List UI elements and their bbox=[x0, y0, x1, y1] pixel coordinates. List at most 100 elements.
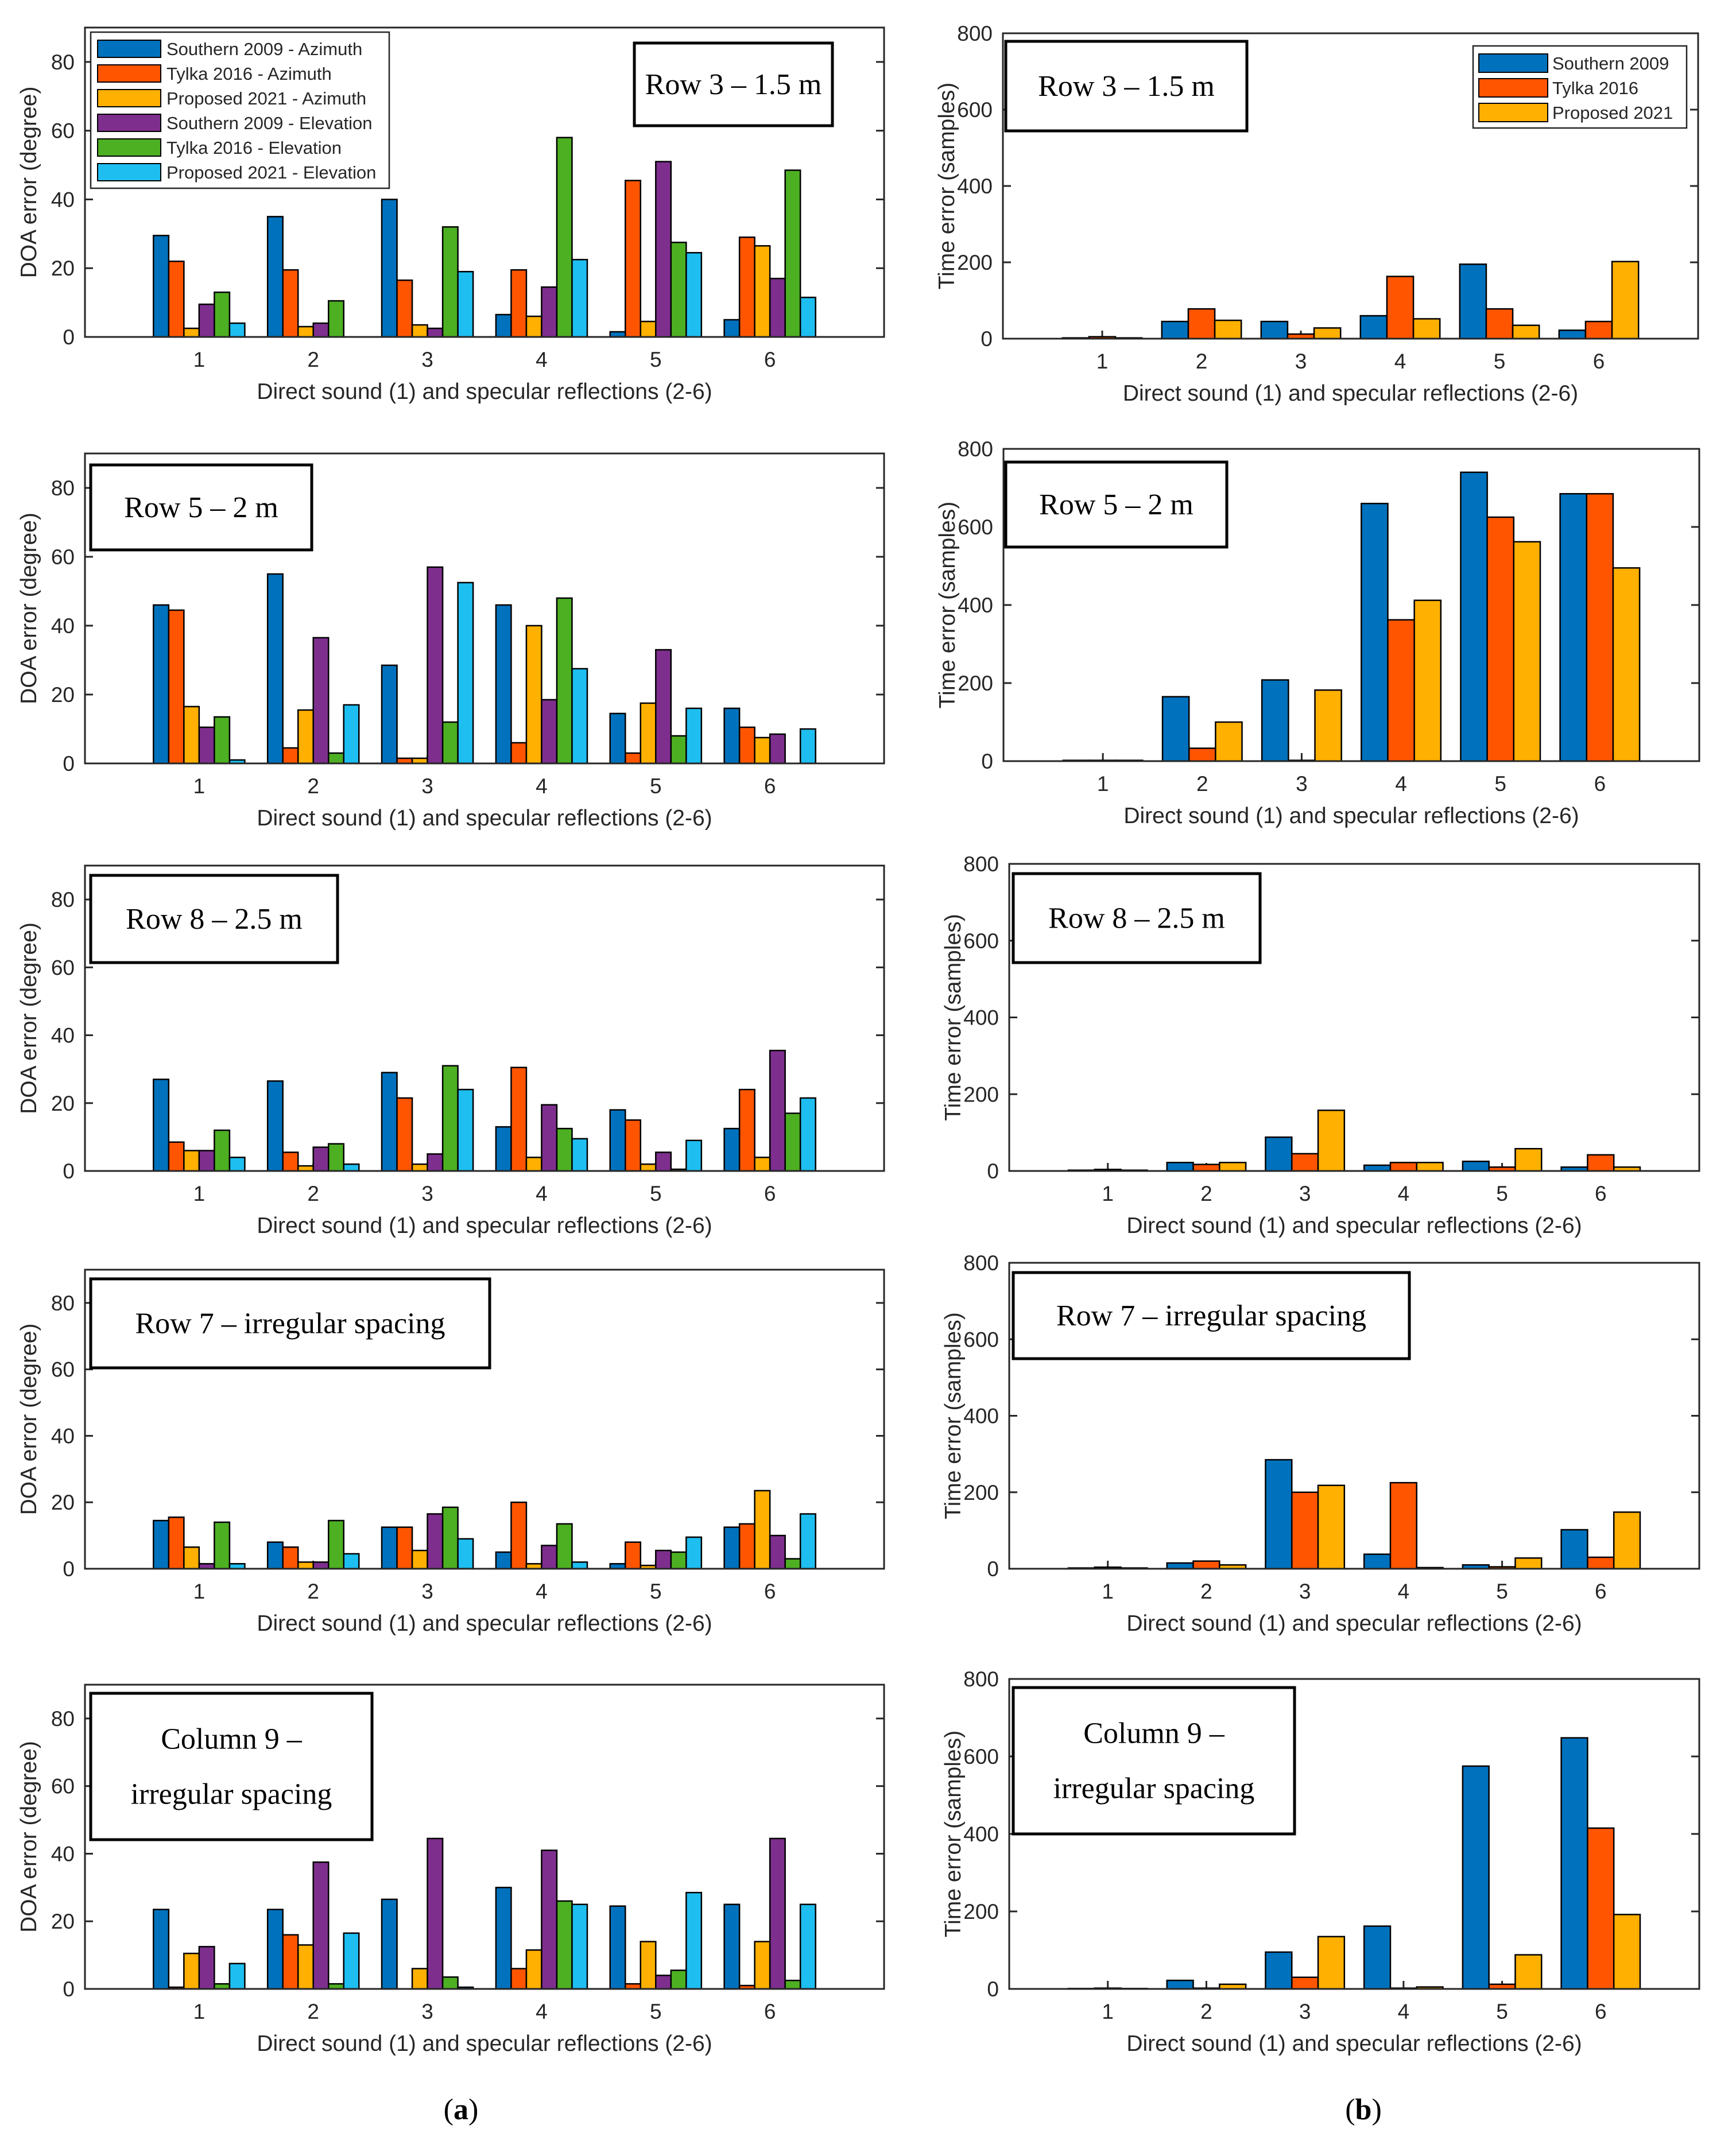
bar-southern-2009-azimuth-6 bbox=[723, 1127, 741, 1172]
bar-tylka-2016-azimuth-4 bbox=[510, 1501, 528, 1570]
bar-southern-2009-elevation-6 bbox=[769, 277, 786, 338]
bar-tylka-2016-azimuth-1 bbox=[168, 1141, 185, 1172]
bar-tylka-2016-6 bbox=[1587, 1827, 1615, 1990]
x-tick-label: 4 bbox=[1394, 350, 1406, 373]
bar-tylka-2016-5 bbox=[1485, 308, 1514, 340]
bar-southern-2009-azimuth-2 bbox=[266, 573, 284, 765]
bar-southern-2009-elevation-3 bbox=[427, 327, 444, 338]
x-tick-label: 2 bbox=[1200, 1182, 1212, 1205]
chart-a-row5: 0 20 40 60 80 1 2 3 4 5 6 Direct sound (1) and spec… bbox=[17, 452, 885, 831]
bar-tylka-2016-elevation-4 bbox=[556, 1127, 573, 1172]
x-tick-label: 2 bbox=[1196, 350, 1208, 373]
chart-title-line: Column 9 – bbox=[1083, 1717, 1225, 1750]
legend-box bbox=[90, 31, 390, 189]
bar-tylka-2016-2 bbox=[1192, 1560, 1220, 1570]
bar-proposed-2021-azimuth-3 bbox=[411, 1163, 428, 1172]
bar-southern-2009-elevation-6 bbox=[769, 1049, 786, 1172]
legend-entry: Proposed 2021 bbox=[1552, 103, 1673, 123]
x-tick-label: 2 bbox=[1200, 2000, 1212, 2023]
bar-proposed-2021-elevation-1 bbox=[228, 1963, 246, 1990]
x-tick-label: 5 bbox=[1494, 350, 1506, 373]
x-tick-label: 1 bbox=[1102, 1182, 1114, 1205]
bar-tylka-2016-azimuth-4 bbox=[510, 1066, 528, 1172]
bar-southern-2009-azimuth-4 bbox=[495, 1887, 512, 1990]
bar-southern-2009-elevation-2 bbox=[312, 1561, 330, 1570]
bar-tylka-2016-elevation-5 bbox=[670, 1551, 687, 1570]
bar-proposed-2021-2 bbox=[1219, 1162, 1247, 1172]
bar-tylka-2016-elevation-6 bbox=[784, 1558, 801, 1570]
y-tick-label: 40 bbox=[51, 1424, 75, 1448]
bar-tylka-2016-4 bbox=[1389, 1481, 1418, 1570]
bar-tylka-2016-elevation-5 bbox=[670, 242, 687, 338]
bar-proposed-2021-azimuth-3 bbox=[411, 1549, 428, 1570]
x-tick-label: 1 bbox=[193, 348, 206, 371]
bar-tylka-2016-azimuth-1 bbox=[168, 260, 185, 338]
y-tick-label: 600 bbox=[958, 515, 993, 539]
bar-southern-2009-elevation-4 bbox=[541, 286, 558, 338]
x-axis-label: Direct sound (1) and specular reflection… bbox=[1126, 1611, 1582, 1636]
y-axis-label: DOA error (degree) bbox=[17, 1741, 41, 1933]
bar-tylka-2016-azimuth-5 bbox=[625, 1119, 642, 1172]
x-tick-label: 1 bbox=[1097, 772, 1109, 796]
bar-proposed-2021-3 bbox=[1314, 689, 1342, 762]
x-tick-label: 3 bbox=[1295, 350, 1307, 373]
bar-proposed-2021-elevation-2 bbox=[343, 1932, 360, 1990]
bar-tylka-2016-4 bbox=[1387, 619, 1415, 762]
x-tick-label: 4 bbox=[536, 348, 548, 371]
y-axis-label: DOA error (degree) bbox=[17, 922, 41, 1114]
bar-southern-2009-elevation-1 bbox=[198, 1946, 215, 1990]
chart-title-line: Row 3 – 1.5 m bbox=[645, 68, 822, 101]
bar-tylka-2016-elevation-3 bbox=[441, 1506, 459, 1570]
y-tick-label: 40 bbox=[51, 188, 75, 211]
bar-tylka-2016-azimuth-3 bbox=[396, 279, 413, 338]
bar-southern-2009-3 bbox=[1265, 1951, 1293, 1990]
bar-southern-2009-azimuth-6 bbox=[723, 1903, 741, 1990]
bar-southern-2009-azimuth-1 bbox=[153, 1519, 170, 1570]
chart-a-col9: 0 20 40 60 80 1 2 3 4 5 6 Direct sound (1) and spec… bbox=[17, 1684, 885, 2056]
bar-southern-2009-azimuth-5 bbox=[609, 1905, 626, 1990]
x-axis-label: Direct sound (1) and specular reflection… bbox=[1126, 2031, 1582, 2056]
bar-tylka-2016-2 bbox=[1192, 1163, 1220, 1172]
x-tick-label: 3 bbox=[1299, 1580, 1311, 1603]
bar-tylka-2016-elevation-4 bbox=[556, 1900, 573, 1990]
x-tick-label: 6 bbox=[764, 348, 776, 371]
bar-tylka-2016-azimuth-4 bbox=[510, 1968, 528, 1990]
bar-tylka-2016-elevation-3 bbox=[441, 721, 459, 765]
y-axis-label: Time error (samples) bbox=[935, 83, 959, 289]
y-tick-label: 60 bbox=[51, 1775, 75, 1798]
y-axis-label: Time error (samples) bbox=[941, 1731, 966, 1937]
chart-title-line: Row 8 – 2.5 m bbox=[126, 903, 303, 936]
bar-southern-2009-2 bbox=[1161, 696, 1190, 762]
x-tick-label: 2 bbox=[307, 1182, 319, 1205]
y-tick-label: 40 bbox=[51, 614, 75, 638]
bar-proposed-2021-elevation-4 bbox=[571, 1903, 588, 1990]
bar-proposed-2021-elevation-2 bbox=[343, 704, 360, 765]
chart-title-line: Column 9 – bbox=[161, 1723, 303, 1756]
y-tick-label: 20 bbox=[51, 257, 75, 280]
bar-tylka-2016-azimuth-5 bbox=[625, 180, 642, 338]
bar-southern-2009-elevation-1 bbox=[198, 1150, 215, 1172]
bar-southern-2009-elevation-2 bbox=[312, 322, 330, 338]
bar-southern-2009-azimuth-4 bbox=[495, 1126, 512, 1172]
x-tick-label: 6 bbox=[764, 1182, 776, 1205]
chart-b-row7: 0 200 400 600 800 1 2 3 4 5 6 Direct sound (1) and … bbox=[941, 1251, 1700, 1636]
bar-proposed-2021-azimuth-2 bbox=[297, 325, 314, 338]
bar-tylka-2016-elevation-5 bbox=[670, 735, 687, 765]
bar-southern-2009-2 bbox=[1161, 320, 1189, 340]
bar-tylka-2016-elevation-1 bbox=[214, 291, 231, 338]
y-tick-label: 80 bbox=[51, 888, 75, 912]
axes-frame bbox=[84, 1269, 885, 1570]
chart-title-line: Row 5 – 2 m bbox=[1039, 488, 1194, 521]
chart-b-col9: 0 200 400 600 800 1 2 3 4 5 6 Direct sound (1) and … bbox=[941, 1667, 1700, 2056]
bar-proposed-2021-elevation-1 bbox=[228, 1157, 246, 1172]
bar-southern-2009-4 bbox=[1363, 1925, 1392, 1990]
bar-proposed-2021-2 bbox=[1214, 319, 1242, 340]
bar-proposed-2021-3 bbox=[1317, 1110, 1346, 1172]
bar-southern-2009-elevation-4 bbox=[541, 1545, 558, 1570]
bar-southern-2009-azimuth-6 bbox=[723, 319, 741, 338]
x-tick-label: 3 bbox=[421, 348, 433, 371]
bar-proposed-2021-azimuth-5 bbox=[640, 702, 657, 765]
x-tick-label: 4 bbox=[1398, 1580, 1410, 1603]
x-tick-label: 4 bbox=[1398, 2000, 1410, 2023]
